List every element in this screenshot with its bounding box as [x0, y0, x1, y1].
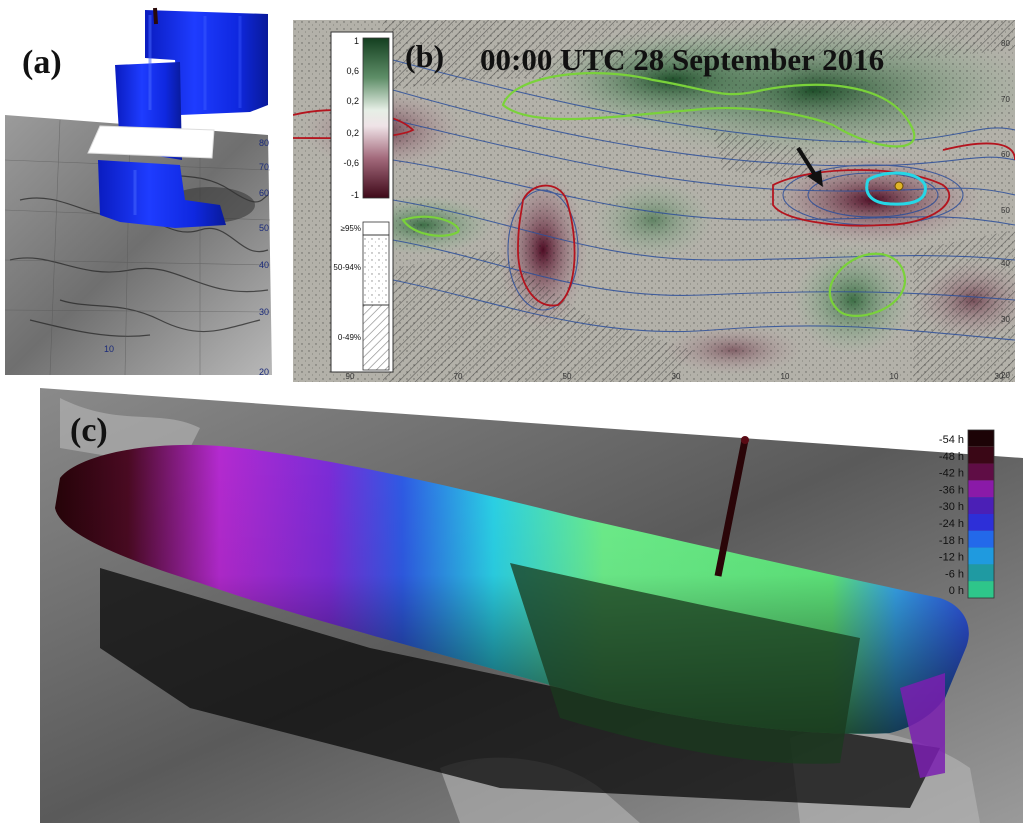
panel-a-3d-view: 80 70 60 50 40 30 20 10: [4, 7, 272, 377]
panel-b-lon-4: 10: [781, 372, 790, 381]
panel-c: -54 h -48 h -42 h -36 h -30 h -24 h -18 h -12 h…: [40, 388, 1023, 823]
panel-b-lat-20: 20: [1001, 371, 1010, 380]
panel-a-lat-ticks: 80 70 60 50 40 30 20: [259, 138, 269, 377]
legend-swatch: [968, 480, 994, 498]
panel-b-lon-3: 30: [672, 372, 681, 381]
panel-b-cbar-tick-0: 1: [354, 36, 359, 46]
panel-c-label: (c): [70, 412, 108, 449]
legend-label: -30 h: [939, 501, 964, 513]
panel-b-lon-2: 50: [563, 372, 572, 381]
panel-b-lat-50: 50: [1001, 206, 1010, 215]
panel-b-prob-label-mid: 50-94%: [333, 263, 361, 272]
panel-c-trajectory: [714, 439, 749, 577]
legend-swatch: [968, 497, 994, 514]
legend-swatch: [968, 564, 994, 582]
legend-label: -42 h: [939, 468, 964, 480]
panel-a-lon-10: 10: [104, 344, 114, 354]
panel-c-3d-view: -54 h -48 h -42 h -36 h -30 h -24 h -18 h -12 h…: [40, 388, 1023, 823]
legend-label: 0 h: [949, 585, 964, 597]
panel-b-lat-70: 70: [1001, 95, 1010, 104]
panel-b-cyan-contour: [865, 171, 927, 206]
legend-label: -18 h: [939, 535, 964, 547]
panel-a-trajectory: [153, 7, 158, 25]
panel-a-lat-20: 20: [259, 367, 269, 377]
panel-b-cbar-tick-2: 0,2: [346, 96, 359, 106]
legend-swatch: [968, 514, 994, 531]
legend-swatch: [968, 446, 994, 464]
panel-b-prob-label-high: ≥95%: [341, 224, 361, 233]
panel-a-lat-30: 30: [259, 307, 269, 317]
panel-b-label: (b): [405, 38, 445, 74]
panel-b-center-marker: [894, 181, 904, 191]
legend-frame: [967, 429, 995, 599]
legend-label: -6 h: [945, 568, 964, 580]
legend-swatch: [968, 530, 994, 548]
panel-b-isolines: [392, 59, 1016, 341]
panel-b-title: 00:00 UTC 28 September 2016: [480, 42, 885, 77]
panel-b-prob-label-low: 0-49%: [338, 333, 361, 342]
panel-b-lat-80: 80: [1001, 39, 1010, 48]
panel-b-prob-high: [362, 221, 390, 236]
panel-b-lon-5: 10: [890, 372, 899, 381]
panel-b-green-contours: [401, 72, 916, 317]
panel-b-cbar-tick-1: 0,6: [346, 66, 359, 76]
legend-swatch: [968, 430, 994, 447]
legend-label: -24 h: [939, 518, 964, 530]
panel-a-lat-70: 70: [259, 162, 269, 172]
panel-c-lower-body: [510, 563, 860, 764]
legend-label: -48 h: [939, 451, 964, 463]
panel-b-lat-40: 40: [1001, 259, 1010, 268]
panel-b-prob-low: [362, 304, 390, 371]
legend-swatch: [968, 463, 994, 481]
legend-swatch: [968, 581, 994, 598]
panel-b-lat-60: 60: [1001, 150, 1010, 159]
panel-b-hatch-low-prob: [383, 20, 1015, 382]
legend-label: -12 h: [939, 552, 964, 564]
panel-b-arrow: [796, 146, 823, 187]
panel-a-lat-80: 80: [259, 138, 269, 148]
panel-b-colorbar-ticks: 1 0,6 0,2 0,2 -0,6 -1: [343, 36, 359, 200]
panel-b-lon-1: 70: [454, 372, 463, 381]
panel-b-lon-0: 90: [346, 372, 355, 381]
legend-swatch: [968, 547, 994, 565]
panel-a-lat-50: 50: [259, 223, 269, 233]
panel-b-prob-mid: [362, 234, 390, 306]
panel-a-map-plane: [5, 115, 272, 375]
panel-b-colorbar: [362, 37, 390, 199]
panel-a-lat-60: 60: [259, 188, 269, 198]
panel-b: 1 0,6 0,2 0,2 -0,6 -1 ≥95% 50-94% 0-49% …: [292, 20, 1023, 382]
legend-label: -54 h: [939, 434, 964, 446]
panel-a-label: (a): [22, 44, 62, 81]
panel-b-lon-ticks: 90 70 50 30 10 10 30: [346, 372, 1004, 381]
panel-a-lat-40: 40: [259, 260, 269, 270]
panel-b-cbar-tick-5: -1: [351, 190, 359, 200]
panel-b-cbar-tick-3: 0,2: [346, 128, 359, 138]
legend-label: -36 h: [939, 484, 964, 496]
panel-a-slice-plane: [87, 125, 215, 159]
panel-b-lat-30: 30: [1001, 315, 1010, 324]
panel-b-lon-6: 30: [995, 372, 1004, 381]
panel-b-prob-labels: ≥95% 50-94% 0-49%: [333, 224, 361, 342]
panel-b-cbar-tick-4: -0,6: [343, 158, 359, 168]
panel-b-lat-ticks: 80 70 60 50 40 30 20: [1001, 39, 1010, 380]
panel-c-right-tail: [900, 673, 945, 778]
panel-c-legend: -54 h -48 h -42 h -36 h -30 h -24 h -18 h -12 h…: [939, 429, 995, 599]
panel-a: 80 70 60 50 40 30 20 10 (a): [0, 0, 285, 380]
panel-b-map: 1 0,6 0,2 0,2 -0,6 -1 ≥95% 50-94% 0-49% …: [292, 20, 1023, 382]
